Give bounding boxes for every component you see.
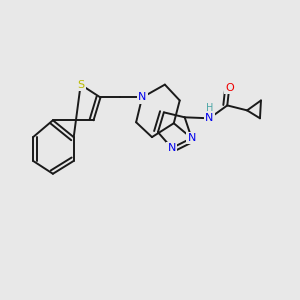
- Text: O: O: [225, 82, 234, 93]
- Text: N: N: [138, 92, 146, 103]
- Text: S: S: [77, 80, 84, 90]
- Text: N: N: [205, 113, 214, 123]
- Text: N: N: [168, 143, 176, 153]
- Text: H: H: [206, 103, 213, 113]
- Text: N: N: [188, 133, 196, 143]
